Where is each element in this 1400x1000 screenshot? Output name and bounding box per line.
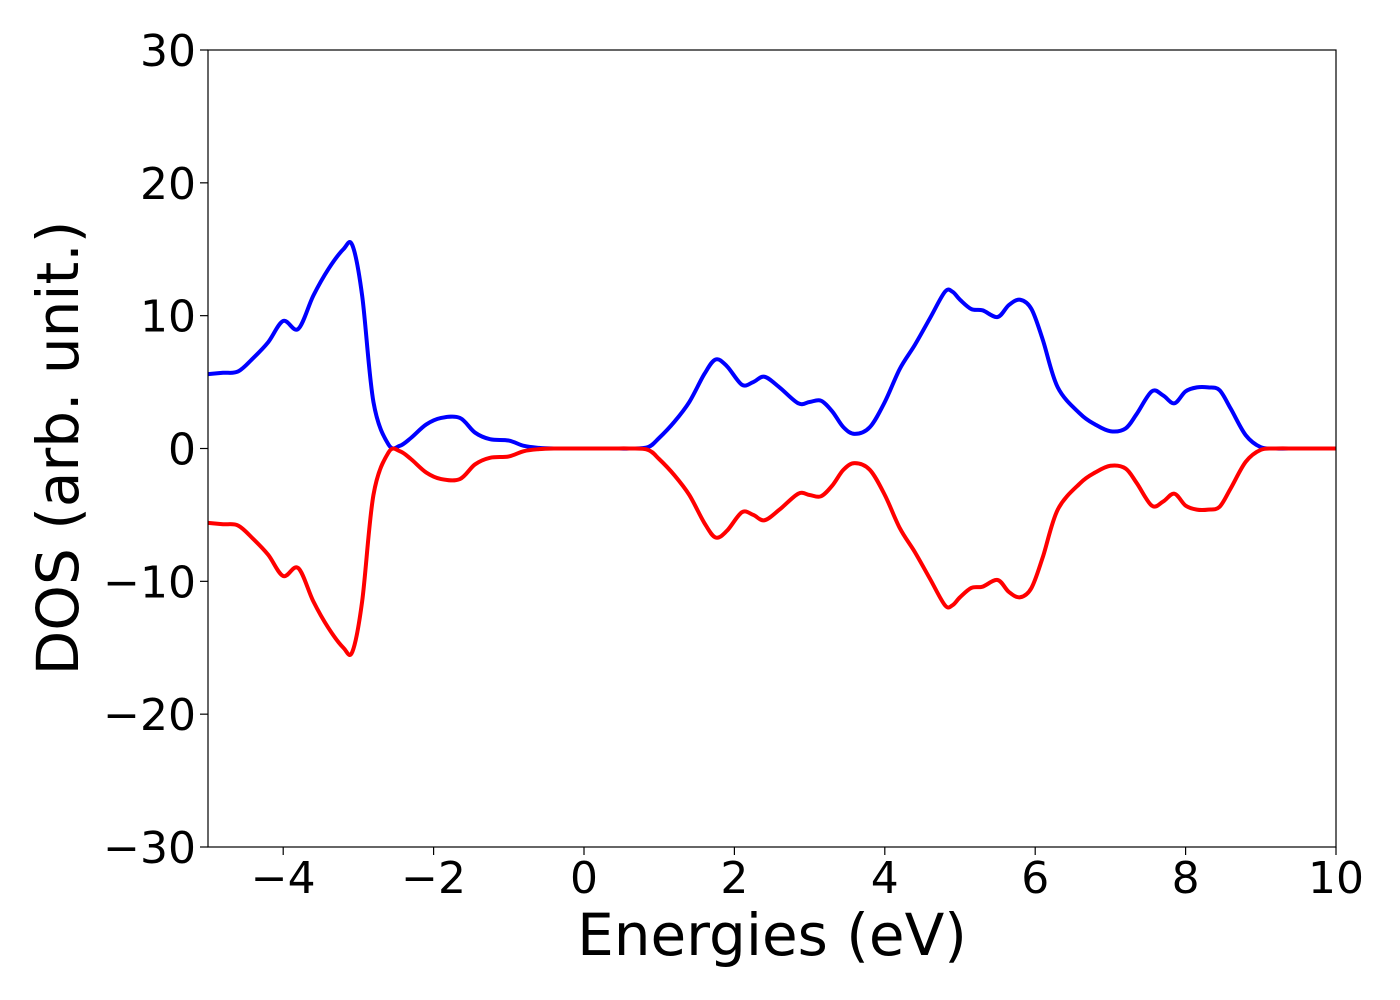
y-tick-label: 30 xyxy=(140,26,196,77)
x-tick-label: 8 xyxy=(1172,853,1200,904)
x-tick-label: −2 xyxy=(401,853,466,904)
x-tick-label: −4 xyxy=(251,853,316,904)
x-axis-label: Energies (eV) xyxy=(577,901,967,969)
x-tick-label: 0 xyxy=(570,853,598,904)
x-tick-label: 2 xyxy=(720,853,748,904)
y-axis-label: DOS (arb. unit.) xyxy=(24,221,92,676)
y-tick-label: −20 xyxy=(103,690,196,741)
x-tick-label: 4 xyxy=(871,853,899,904)
y-tick-label: −10 xyxy=(103,557,196,608)
y-tick-label: 0 xyxy=(168,425,196,476)
y-axis: −30 −20 −10 0 10 20 30 xyxy=(103,26,208,874)
y-tick-label: 10 xyxy=(140,292,196,343)
y-tick-label: 20 xyxy=(140,159,196,210)
y-tick-label: −30 xyxy=(103,823,196,874)
series-line-1 xyxy=(207,240,1336,451)
x-tick-label: 6 xyxy=(1021,853,1049,904)
x-tick-label: 10 xyxy=(1308,853,1364,904)
x-axis: −4 −2 0 2 4 6 8 10 xyxy=(251,847,1364,904)
series-layer xyxy=(207,240,1336,657)
series-line-2 xyxy=(207,446,1336,657)
